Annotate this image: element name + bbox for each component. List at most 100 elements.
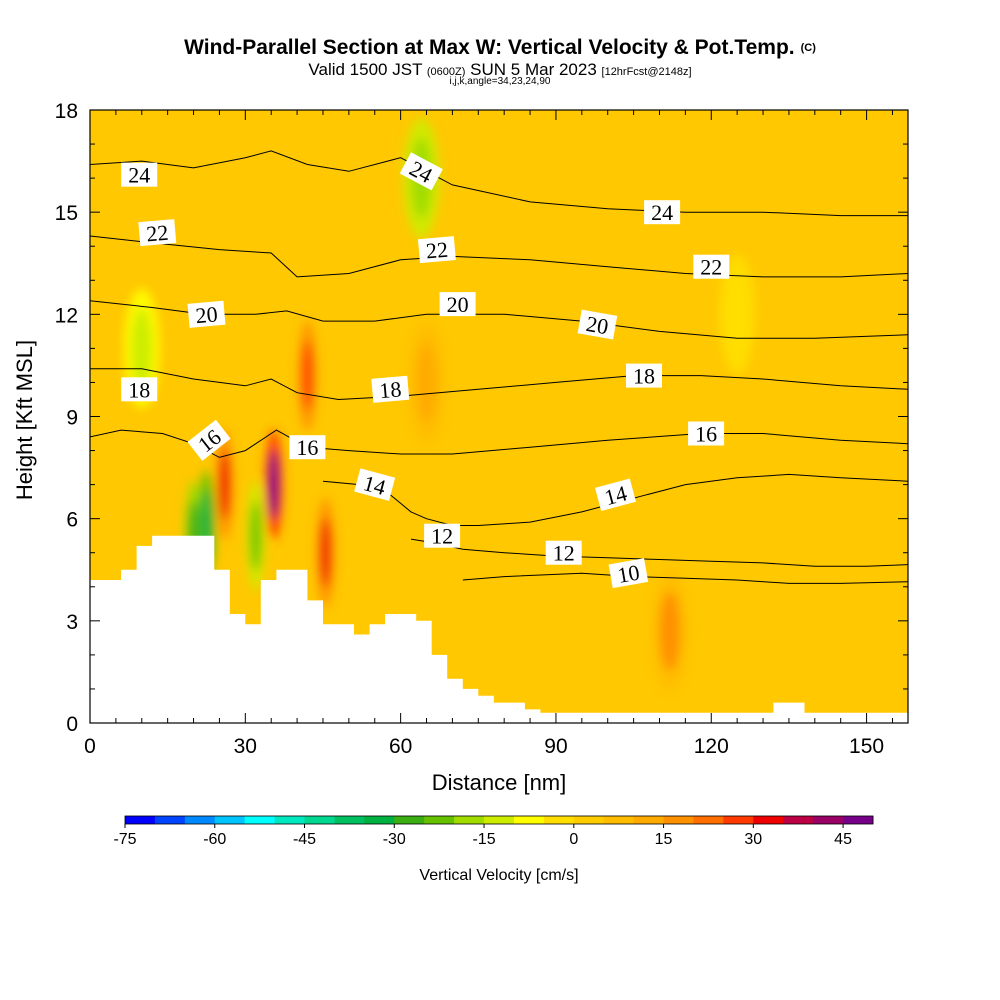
velocity-cell xyxy=(219,449,230,520)
x-tick-label: 90 xyxy=(544,735,567,758)
contour-label-16: 16 xyxy=(688,421,725,447)
copyright-mark: (C) xyxy=(800,42,816,54)
contour-label-box xyxy=(644,200,681,225)
colorbar-swatch xyxy=(424,816,455,824)
contour-label-text: 20 xyxy=(194,301,218,328)
chart-title: Wind-Parallel Section at Max W: Vertical… xyxy=(0,36,1000,60)
contour-label-20: 20 xyxy=(577,309,618,340)
colorbar-swatch xyxy=(154,816,186,824)
forecast-info: [12hrFcst@2148z] xyxy=(601,66,692,78)
contour-label-text: 12 xyxy=(553,541,575,566)
colorbar-swatch xyxy=(783,816,814,824)
contour-label-18: 18 xyxy=(626,363,662,389)
contour-label-text: 22 xyxy=(145,220,169,247)
contour-label-box xyxy=(187,300,226,328)
colorbar-swatch xyxy=(125,816,156,824)
colorbar-swatch xyxy=(274,816,306,824)
colorbar-swatch xyxy=(513,816,545,824)
colorbar-swatch xyxy=(214,816,246,824)
contour-label-text: 18 xyxy=(128,377,150,402)
velocity-cell xyxy=(268,449,279,520)
contour-label-text: 24 xyxy=(651,200,673,225)
colorbar-swatch xyxy=(843,816,874,824)
valid-date: SUN 5 Mar 2023 xyxy=(470,60,597,79)
colorbar-tick-label: -75 xyxy=(113,831,136,848)
colorbar-swatch xyxy=(304,816,335,824)
valid-time: Valid 1500 JST xyxy=(308,60,423,79)
y-axis-label: Height [Kft MSL] xyxy=(12,340,37,500)
contour-label-18: 18 xyxy=(371,375,410,403)
contour-label-text: 22 xyxy=(700,255,722,280)
contour-label-text: 18 xyxy=(633,364,655,389)
contour-label-box xyxy=(424,523,461,548)
isentrope-14 xyxy=(322,473,908,526)
colorbar: -75 -60 -45 -30 -15 0 15 30 45 xyxy=(113,815,874,848)
contour-label-box xyxy=(354,468,396,501)
chart-subtitle: Valid 1500 JST (0600Z) SUN 5 Mar 2023 [1… xyxy=(0,60,1000,82)
contour-label-box xyxy=(545,540,582,565)
y-tick-label: 12 xyxy=(55,304,78,327)
contour-label-10: 10 xyxy=(608,558,649,589)
contour-label-box xyxy=(371,375,410,403)
colorbar-swatch xyxy=(244,816,276,824)
contour-label-20: 20 xyxy=(187,300,226,328)
contour-label-text: 12 xyxy=(431,524,453,549)
isentrope-24 xyxy=(90,150,908,217)
colorbar-tick-label: 45 xyxy=(834,831,852,848)
title-text: Wind-Parallel Section at Max W: Vertical… xyxy=(184,36,795,59)
velocity-cell xyxy=(659,591,680,672)
colorbar-swatch xyxy=(603,816,635,824)
colorbar-tick-label: 30 xyxy=(744,831,762,848)
contour-label-text: 22 xyxy=(425,237,449,264)
grid-indices: i,j,k,angle=34,23,24,90 xyxy=(449,76,551,87)
velocity-cell xyxy=(416,342,437,423)
x-axis-label: Distance [nm] xyxy=(432,770,567,795)
contour-label-22: 22 xyxy=(138,219,177,247)
y-tick-label: 15 xyxy=(55,202,78,225)
velocity-cell xyxy=(250,500,261,571)
terrain xyxy=(90,535,908,723)
contour-label-text: 24 xyxy=(128,163,150,188)
y-tick-label: 9 xyxy=(66,407,78,430)
colorbar-tick-label: -30 xyxy=(383,831,406,848)
contour-label-box xyxy=(688,421,725,446)
x-tick-label: 0 xyxy=(84,735,96,758)
velocity-cell xyxy=(727,274,748,355)
contour-label-box xyxy=(399,152,443,191)
colorbar-swatch xyxy=(663,816,694,824)
contour-label-24: 24 xyxy=(644,200,681,225)
colorbar-swatch xyxy=(543,816,575,824)
colorbar-tick-label: -15 xyxy=(472,831,495,848)
y-tick-label: 6 xyxy=(66,509,78,532)
contour-label-box xyxy=(138,219,177,247)
contour-label-box xyxy=(121,377,158,402)
colorbar-swatch xyxy=(394,816,425,824)
contour-label-box xyxy=(439,292,476,317)
contour-label-22: 22 xyxy=(417,236,456,264)
contour-label-text: 16 xyxy=(296,435,318,460)
colorbar-swatch xyxy=(184,816,216,824)
contour-label-box xyxy=(577,309,618,340)
contour-label-box xyxy=(626,363,662,388)
x-tick-label: 150 xyxy=(849,735,884,758)
axes: 0 30 60 90 120 150 0 3 6 9 12 15 18 xyxy=(55,100,908,758)
contour-label-text: 16 xyxy=(695,422,717,447)
contour-label-22: 22 xyxy=(693,254,730,280)
contour-label-20: 20 xyxy=(439,292,476,317)
velocity-cell xyxy=(320,517,331,588)
contour-label-12: 12 xyxy=(545,540,582,566)
colorbar-swatch xyxy=(693,816,724,824)
colorbar-frame xyxy=(124,815,874,825)
x-tick-label: 30 xyxy=(234,735,257,758)
x-tick-label: 60 xyxy=(389,735,412,758)
colorbar-swatch xyxy=(484,816,515,824)
contour-label-box xyxy=(289,435,326,460)
contour-label-box xyxy=(121,162,158,187)
velocity-cell xyxy=(302,340,313,411)
contour-label-text: 10 xyxy=(615,559,641,587)
contour-label-box xyxy=(693,254,730,279)
contour-label-24: 24 xyxy=(121,162,158,188)
isentrope-10 xyxy=(462,572,908,584)
colorbar-swatch xyxy=(454,816,485,824)
